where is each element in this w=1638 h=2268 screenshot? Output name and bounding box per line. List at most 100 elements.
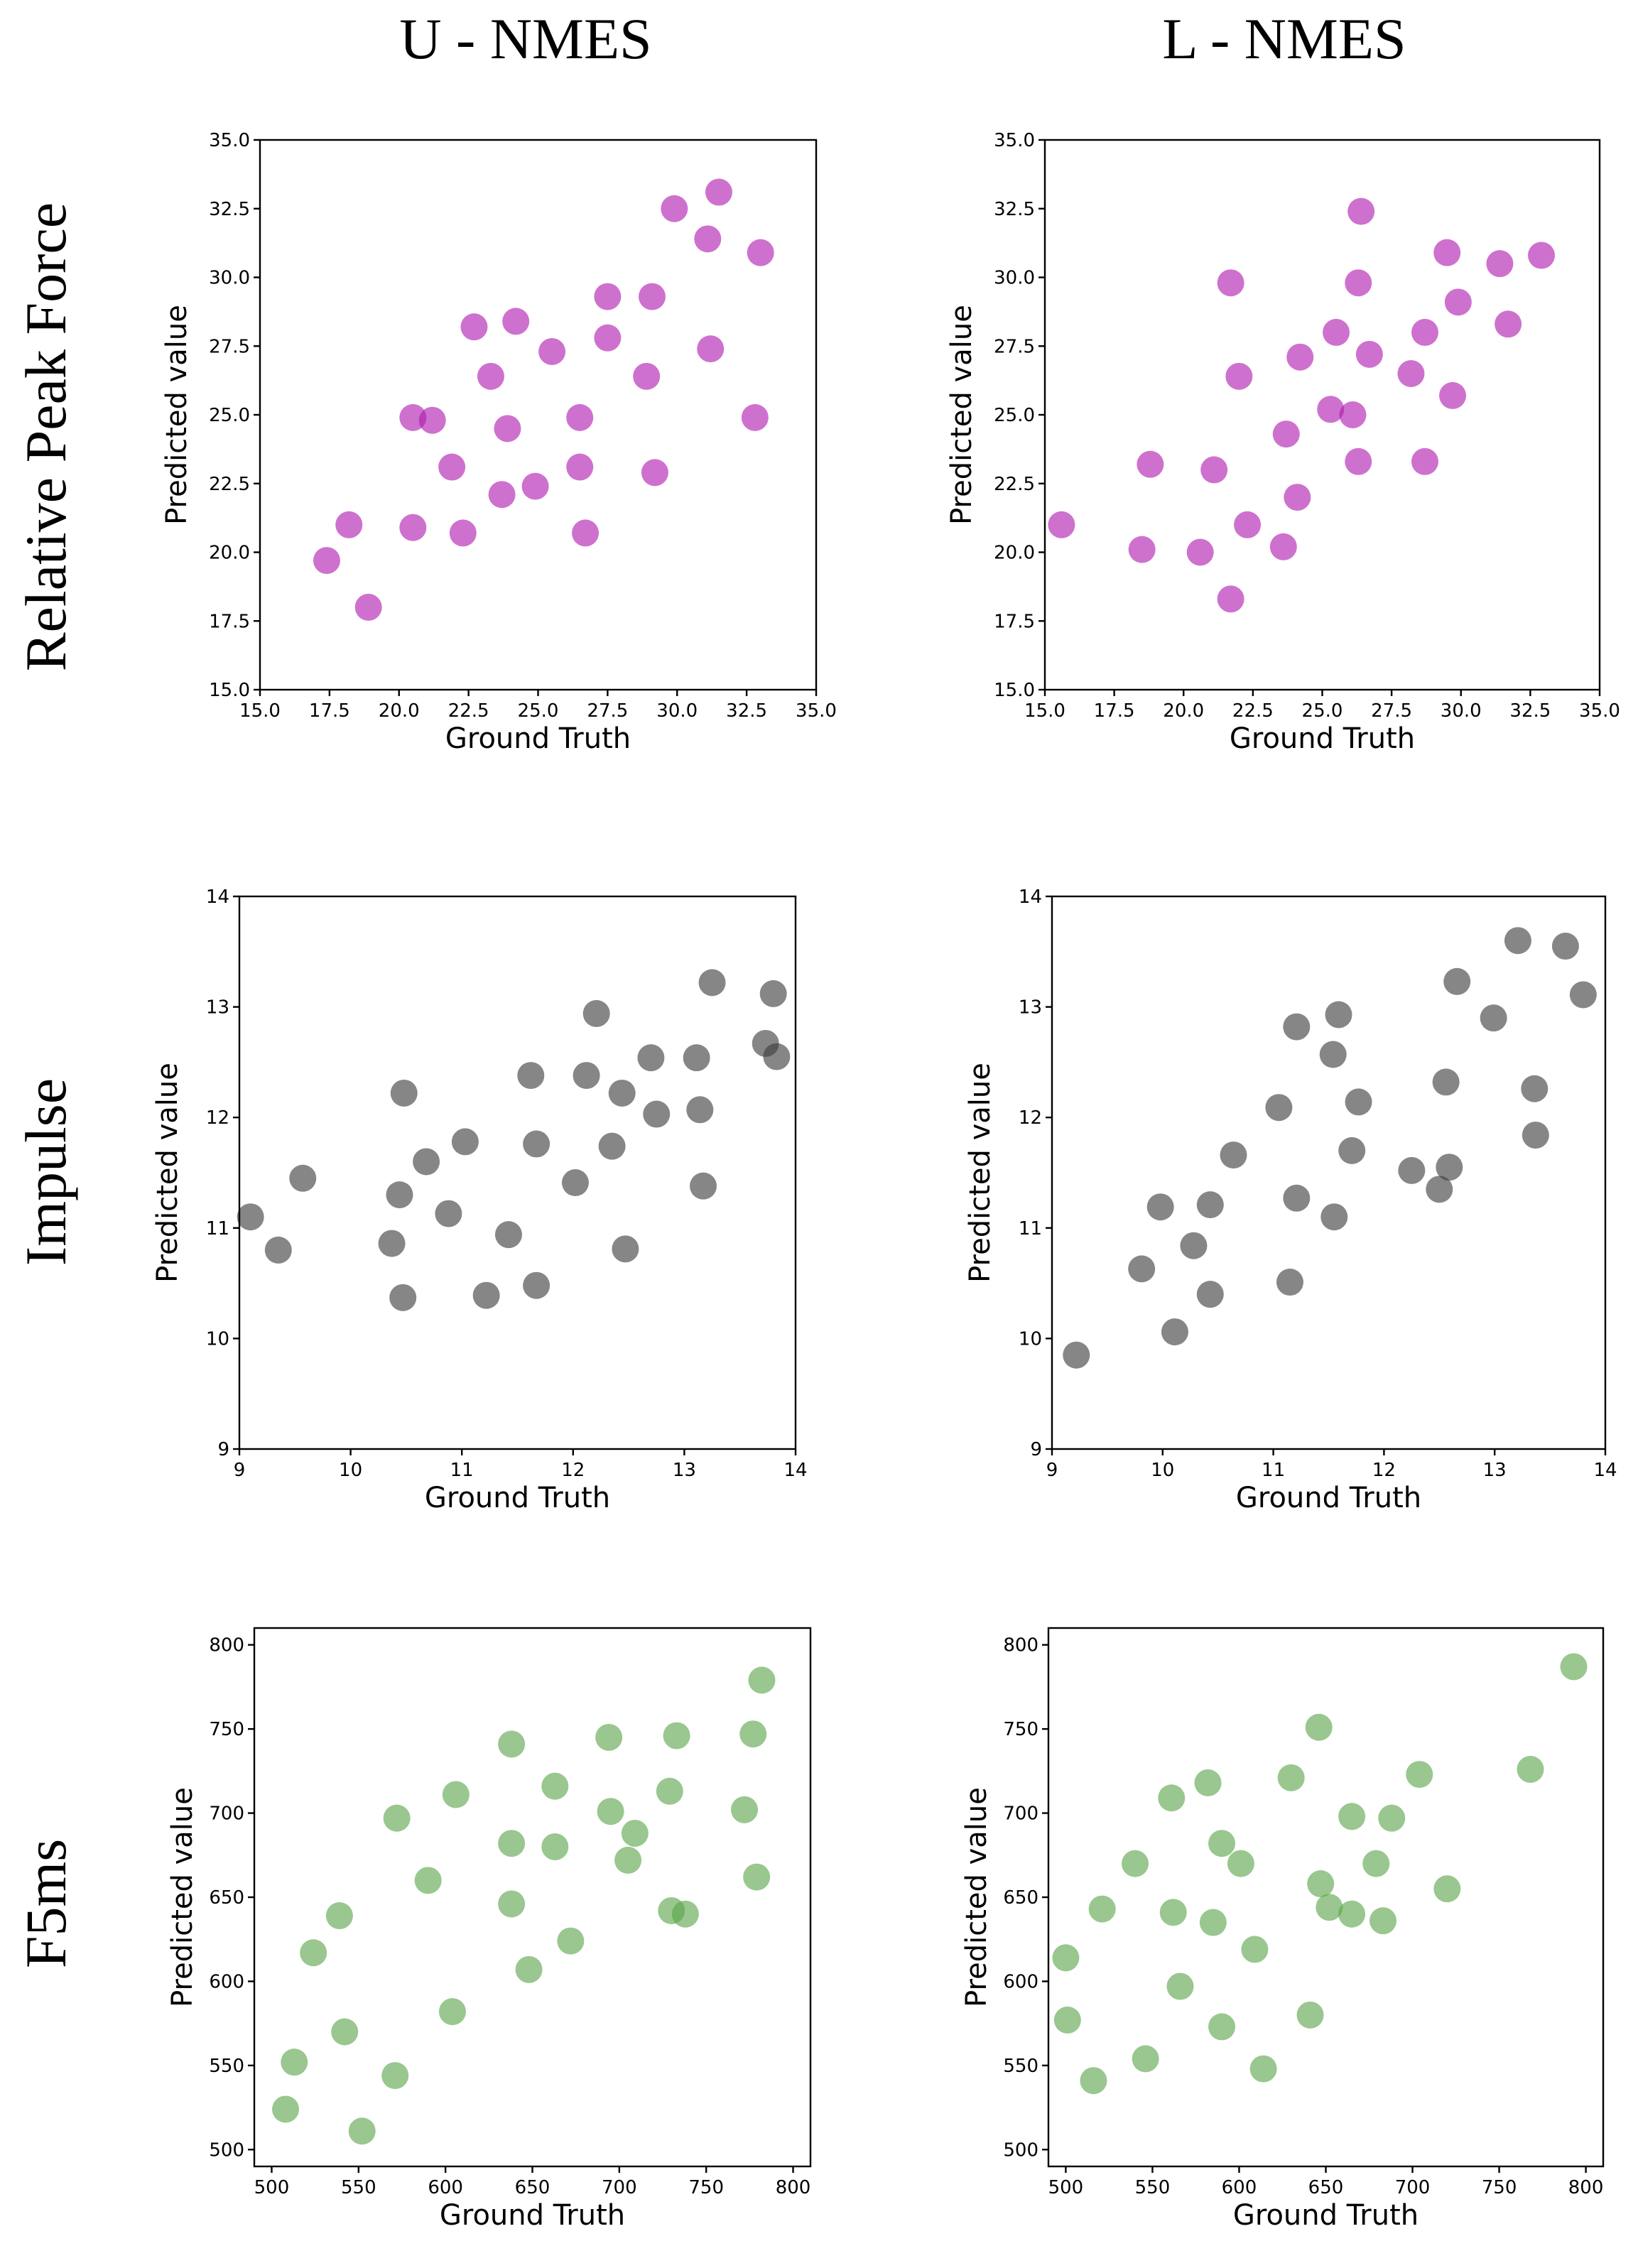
y-tick-label: 800 [1003, 1635, 1038, 1656]
data-point [1436, 1154, 1463, 1181]
y-tick-label: 9 [217, 1439, 229, 1460]
data-point [300, 1939, 327, 1967]
column-title-l-nmes: L - NMES [1162, 6, 1406, 71]
x-axis-label: Ground Truth [440, 2199, 625, 2232]
data-point [1347, 197, 1375, 225]
data-point [502, 308, 530, 335]
data-point [1286, 343, 1314, 371]
scatter-plot-f5ms-l-nmes: 500 550 600 650 700 750 800 500 550 600 650 700 750 8… [960, 1627, 1605, 2232]
x-tick-label: 500 [254, 2177, 290, 2198]
data-point [1276, 1269, 1303, 1296]
data-point [633, 362, 661, 390]
data-point [1432, 1068, 1460, 1096]
x-tick-label: 14 [1593, 1460, 1617, 1481]
data-point [1166, 1973, 1194, 2000]
data-point [656, 1777, 683, 1805]
data-point [612, 1235, 639, 1263]
plot-frame [1051, 895, 1607, 1450]
plot-frame [238, 895, 797, 1450]
data-point [523, 1130, 550, 1158]
x-tick-label: 700 [602, 2177, 637, 2198]
y-tick-label: 9 [1030, 1439, 1042, 1460]
data-point [1063, 1341, 1090, 1369]
data-point [538, 337, 566, 365]
data-point [1199, 1909, 1227, 1936]
data-point [1283, 1013, 1311, 1041]
y-tick-label: 25.0 [994, 405, 1035, 426]
data-point [1521, 1075, 1548, 1102]
data-point [521, 472, 549, 500]
data-point [1345, 447, 1372, 475]
data-point [1444, 288, 1472, 316]
x-tick-label: 17.5 [309, 700, 350, 722]
x-tick-label: 11 [450, 1460, 474, 1481]
data-point [595, 1723, 623, 1751]
data-point [1486, 250, 1514, 278]
data-point [639, 283, 666, 310]
data-point [1225, 362, 1253, 390]
x-tick-label: 650 [1308, 2177, 1344, 2198]
data-point [541, 1833, 569, 1860]
data-point [289, 1164, 317, 1192]
x-tick-label: 27.5 [1371, 700, 1412, 722]
data-point [566, 453, 594, 481]
scatter-plot-impulse-l-nmes: 9 10 11 12 13 14 9 10 11 12 13 14 Ground Truth Predic… [964, 886, 1617, 1514]
y-tick-label: 700 [1003, 1803, 1038, 1825]
data-point [1161, 1318, 1188, 1346]
data-point [1194, 1769, 1222, 1796]
x-axis-label: Ground Truth [1230, 722, 1415, 755]
data-point [498, 1890, 526, 1918]
y-tick-label: 25.0 [209, 405, 250, 426]
y-tick-label: 550 [209, 2056, 244, 2077]
data-point [1088, 1895, 1116, 1923]
data-point [739, 1720, 767, 1748]
y-axis-label: Predicted value [964, 1063, 997, 1283]
plot-frame [253, 1627, 812, 2168]
data-point [731, 1796, 759, 1823]
data-point [1186, 538, 1214, 566]
data-point [1052, 1944, 1080, 1972]
data-point [1569, 981, 1597, 1009]
y-tick-label: 10 [1019, 1328, 1042, 1350]
data-point [643, 1100, 671, 1128]
y-tick-label: 15.0 [994, 680, 1035, 701]
data-point [671, 1900, 699, 1928]
x-tick-label: 30.0 [656, 700, 698, 722]
data-point [1495, 310, 1522, 338]
y-tick-label: 14 [206, 886, 229, 908]
data-point [690, 1172, 717, 1200]
data-point [451, 1128, 479, 1156]
y-tick-label: 750 [209, 1719, 244, 1740]
y-tick-label: 30.0 [994, 268, 1035, 289]
x-tick-label: 30.0 [1441, 700, 1482, 722]
data-point [1180, 1232, 1208, 1259]
x-tick-label: 600 [1222, 2177, 1257, 2198]
data-point [383, 1804, 411, 1832]
scatter-plot-relative-peak-force-u-nmes: 15.0 17.5 20.0 22.5 25.0 27.5 30.0 32.5 35.0 15.0… [161, 130, 837, 755]
data-point [1426, 1176, 1453, 1203]
data-point [614, 1846, 642, 1874]
data-point [1128, 1255, 1156, 1283]
data-point [1480, 1004, 1507, 1032]
data-point [1527, 242, 1555, 269]
x-tick-label: 9 [1046, 1460, 1058, 1481]
data-point [741, 403, 769, 431]
y-tick-label: 15.0 [209, 680, 250, 701]
data-point [1217, 269, 1244, 297]
y-tick-label: 11 [206, 1218, 229, 1239]
y-tick-label: 650 [209, 1887, 244, 1909]
data-point [582, 999, 610, 1027]
data-point [1220, 1141, 1247, 1169]
data-point [399, 514, 427, 541]
data-point [348, 2117, 376, 2145]
x-tick-label: 32.5 [726, 700, 767, 722]
data-point [747, 239, 774, 266]
y-tick-label: 27.5 [209, 336, 250, 357]
data-point [281, 2049, 308, 2076]
data-point [1339, 401, 1367, 428]
data-point [477, 362, 504, 390]
data-point [557, 1927, 585, 1955]
x-tick-label: 12 [561, 1460, 585, 1481]
data-point [561, 1169, 589, 1197]
